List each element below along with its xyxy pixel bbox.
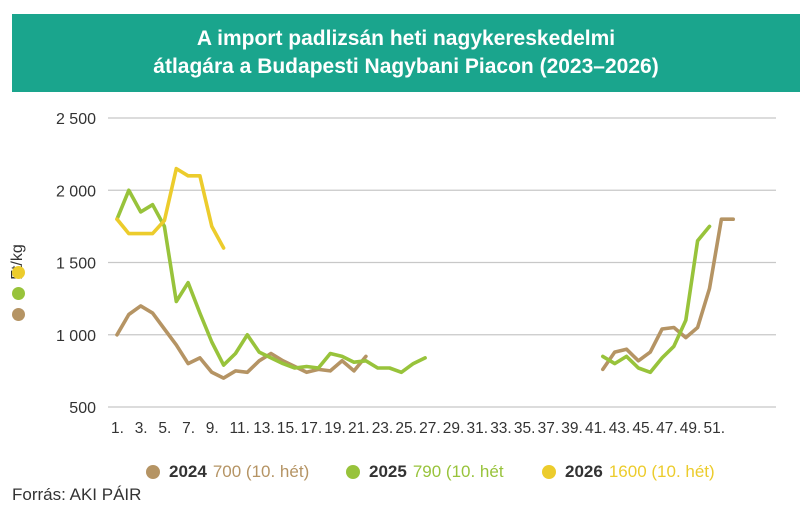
x-tick-label: 15. [277,420,299,437]
x-tick-label: 1. [111,420,124,437]
x-tick-label: 7. [182,420,195,437]
series-line-2025-seg2 [600,224,712,375]
x-axis-ticks: 1. 3. 5. 7. 9. 11. 13. 15. 17. 19. 21. 23. 25. 27. 29.… [111,420,725,437]
legend: 2024 700 (10. hét) 2025 790 (10. hét 202… [0,458,812,486]
source-note: Forrás: AKI PÁIR [12,485,142,504]
chart-title-band: A import padlizsán heti nagykereskedelmi… [12,14,800,92]
x-tick-label: 5. [158,420,171,437]
x-tick-label: 11. [230,420,250,437]
x-tick-label: 27. [419,420,441,437]
chart-title-line2: átlagára a Budapesti Nagybani Piacon (20… [153,55,659,78]
legend-item-2026: 2026 1600 (10. hét) [542,458,715,486]
legend-marker-2026 [542,465,556,479]
gridlines [108,117,776,408]
x-tick-label: 41. [585,420,607,437]
legend-item-2024: 2024 700 (10. hét) [146,458,309,486]
x-tick-label: 31. [467,420,489,437]
x-tick-label: 43. [609,420,631,437]
y-tick-label: 1 500 [56,256,96,273]
side-marker-2025 [12,287,25,300]
legend-year-2024: 2024 [169,462,207,481]
series-line-2025-seg1 [115,188,427,375]
series-line-2024-seg1 [115,304,368,380]
side-marker-2024 [12,308,25,321]
side-marker-2026 [12,266,25,279]
x-tick-label: 17. [301,420,323,437]
y-tick-label: 1 000 [56,328,96,345]
x-tick-label: 23. [372,420,394,437]
x-tick-label: 21. [348,420,370,437]
x-tick-label: 45. [632,420,654,437]
chart-svg: 500 1 000 1 500 2 000 2 500 1. 3. 5. 7. 9. 11. 13.… [9,111,776,437]
x-tick-label: 47. [656,420,678,437]
x-tick-label: 51. [704,420,726,437]
x-tick-label: 37. [538,420,560,437]
legend-marker-2024 [146,465,160,479]
x-tick-label: 49. [680,420,702,437]
x-tick-label: 25. [395,420,417,437]
x-tick-label: 9. [206,420,219,437]
chart-title-line1: A import padlizsán heti nagykereskedelmi [196,27,616,50]
legend-year-2026: 2026 [565,462,603,481]
x-tick-label: 13. [253,420,275,437]
series-lines [115,166,736,380]
y-tick-label: 2 000 [56,183,96,200]
x-tick-label: 33. [490,420,512,437]
x-tick-label: 19. [324,420,346,437]
x-tick-label: 29. [443,420,465,437]
y-tick-label: 500 [69,400,96,417]
y-axis-ticks: 500 1 000 1 500 2 000 2 500 [56,111,96,417]
legend-year-2025: 2025 [369,462,407,481]
legend-value-2025: 790 (10. hét [412,462,504,481]
legend-marker-2025 [346,465,360,479]
series-line-2024-seg2 [600,217,736,372]
legend-item-2025: 2025 790 (10. hét [346,458,504,486]
series-line-2026-seg1 [115,166,226,250]
legend-value-2026: 1600 (10. hét) [608,462,715,481]
legend-value-2024: 700 (10. hét) [212,462,310,481]
y-tick-label: 2 500 [56,111,96,128]
x-tick-label: 39. [561,420,583,437]
x-tick-label: 3. [135,420,148,437]
x-tick-label: 35. [514,420,536,437]
